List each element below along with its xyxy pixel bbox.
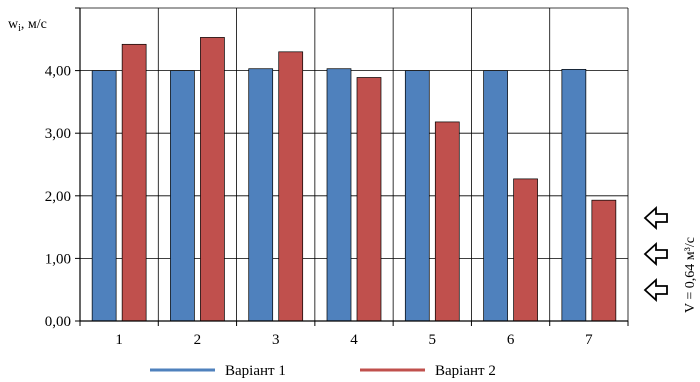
x-tick-label: 2 [194, 332, 202, 348]
y-tick-label: 3,00 [45, 126, 71, 142]
bar-1-4 [326, 68, 352, 322]
bar-2-7 [591, 199, 617, 322]
left-outline-arrow-icon [643, 241, 668, 267]
axes [75, 7, 629, 326]
bar-2-2 [200, 37, 225, 322]
y-tick-label: 4,00 [45, 64, 71, 80]
bar-2-1 [121, 43, 147, 322]
bar-2-4 [356, 77, 382, 322]
x-tick-label: 4 [350, 332, 358, 348]
y-tick-labels: 0,00 1,00 2,00 3,00 4,00 [45, 64, 71, 330]
bar-1-7 [561, 68, 587, 322]
y-tick-label: 1,00 [45, 251, 71, 267]
y-axis-label: wi, м/с [8, 17, 47, 34]
x-tick-label: 3 [272, 332, 280, 348]
x-tick-labels: 1 2 3 4 5 6 7 [115, 332, 593, 348]
grid-lines [80, 7, 629, 321]
bar-2-5 [434, 121, 460, 322]
flow-rate-annotation: V = 0,64 м³/с [683, 237, 698, 313]
bar-2-3 [278, 51, 304, 322]
bar-1-5 [404, 70, 430, 322]
left-outline-arrow-icon [643, 205, 668, 231]
legend-label-2: Варіант 2 [435, 363, 496, 379]
y-tick-label: 0,00 [45, 314, 71, 330]
bar-1-3 [248, 68, 274, 322]
x-tick-label: 7 [585, 332, 593, 348]
bar-1-2 [170, 70, 195, 322]
legend: Варіант 1 Варіант 2 [150, 363, 496, 379]
x-tick-label: 1 [115, 332, 123, 348]
left-outline-arrow-icon [643, 277, 668, 303]
legend-label-1: Варіант 1 [225, 363, 286, 379]
x-tick-label: 5 [429, 332, 437, 348]
bar-2-6 [513, 178, 538, 322]
bar-1-1 [91, 70, 117, 322]
flow-arrows [643, 205, 668, 303]
bars [91, 37, 617, 322]
x-tick-label: 6 [507, 332, 515, 348]
bar-1-6 [483, 70, 508, 322]
y-tick-label: 2,00 [45, 189, 71, 205]
